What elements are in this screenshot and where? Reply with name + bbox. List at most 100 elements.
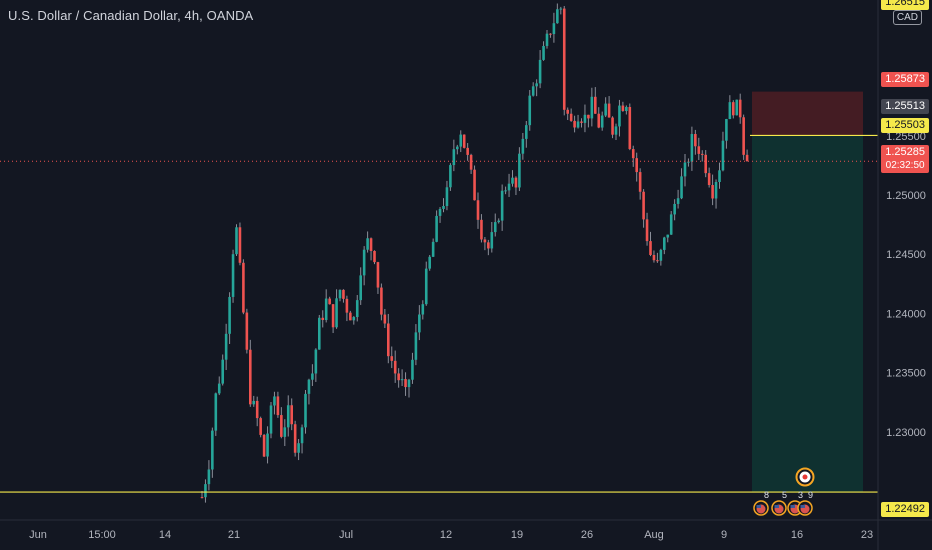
x-tick-label: 21 (228, 529, 240, 541)
candle-body (628, 107, 632, 150)
take-profit-zone[interactable] (752, 135, 863, 493)
candle-body (738, 99, 742, 118)
candle-body (473, 169, 476, 201)
candle-body (631, 149, 635, 159)
canada-event-badge[interactable] (795, 467, 815, 487)
candle-body (397, 373, 400, 381)
candle-body (531, 86, 535, 96)
event-badge[interactable]: 9 (797, 490, 813, 516)
candle-body (552, 23, 556, 35)
candle-body (211, 430, 214, 470)
candle-body (342, 289, 345, 299)
candle-body (373, 250, 376, 263)
x-tick-label: 19 (511, 529, 523, 541)
position-zones[interactable] (752, 91, 863, 493)
candle-body (252, 400, 256, 405)
candle-body (249, 349, 252, 405)
price-lines[interactable] (0, 134, 878, 493)
x-tick-label: 14 (159, 529, 171, 541)
x-tick-label: Aug (644, 529, 664, 541)
event-count-label: 3 (798, 490, 803, 500)
candle-body (335, 298, 338, 328)
chart-title: U.S. Dollar / Canadian Dollar, 4h, OANDA (8, 8, 254, 23)
candle-body (718, 170, 721, 183)
candle-body (204, 484, 207, 498)
candle-body (562, 8, 566, 110)
candle-body (583, 114, 587, 123)
candle-body (452, 149, 456, 166)
candle-body (242, 262, 245, 313)
candle-body (594, 96, 597, 114)
target-price-tag: 1.22492 (881, 502, 929, 517)
candle-body (311, 373, 314, 380)
stop-loss-zone[interactable] (752, 91, 863, 136)
event-badge[interactable]: 5 (771, 490, 787, 516)
current-price-value: 1.25285 (885, 146, 925, 158)
candle-body (569, 113, 573, 121)
candle-body (355, 300, 359, 318)
candle-body (673, 203, 676, 215)
top-price-tag: 1.26515 (881, 0, 929, 10)
candle-body (369, 238, 373, 251)
candle-body (511, 177, 514, 184)
candle-body (338, 289, 342, 299)
candle-body (280, 415, 283, 437)
y-tick-label: 1.25000 (886, 190, 926, 202)
candle-body (676, 198, 680, 204)
candle-body (411, 359, 414, 380)
candle-body (321, 317, 325, 320)
candle-body (428, 256, 431, 269)
candle-body (328, 298, 331, 305)
flag-canton (790, 505, 795, 508)
candle-body (307, 379, 311, 394)
candle-body (300, 427, 304, 444)
candle-body (711, 185, 714, 199)
candle-body (400, 379, 404, 381)
event-badge[interactable]: 8 (753, 490, 769, 516)
candle-body (487, 242, 490, 249)
currency-button[interactable]: CAD (892, 10, 922, 25)
candle-body (690, 134, 694, 162)
candle-body (556, 9, 559, 24)
candle-body (245, 312, 249, 350)
candle-body (359, 275, 362, 301)
candle-body (276, 396, 280, 416)
candle-body (442, 205, 445, 209)
candle-body (635, 158, 638, 173)
candle-body (238, 227, 242, 263)
candle-body (714, 182, 718, 199)
candle-body (362, 249, 366, 276)
candle-body (638, 172, 642, 192)
candle-body (542, 45, 545, 60)
stop-price-tag: 1.25873 (881, 72, 929, 87)
candle-body (459, 134, 463, 147)
candle-body (269, 405, 273, 434)
candle-body (445, 187, 449, 206)
candle-body (207, 469, 211, 485)
x-tick-label: Jul (339, 529, 353, 541)
candle-body (435, 215, 438, 242)
y-tick-label: 1.24500 (886, 249, 926, 261)
candle-body (721, 140, 725, 171)
candle-body (497, 220, 500, 223)
flag-canton (774, 505, 779, 508)
candle-body (518, 153, 521, 188)
candle-body (345, 298, 349, 313)
candle-body (462, 134, 466, 148)
candle-body (507, 183, 511, 191)
candle-body (255, 400, 259, 419)
candle-body (742, 117, 745, 155)
candle-body (621, 105, 625, 111)
event-count-label: 9 (808, 490, 813, 500)
candle-body (331, 304, 335, 328)
candle-body (604, 103, 607, 116)
candle-body (514, 177, 518, 188)
x-tick-label: 9 (721, 529, 727, 541)
candle-body (697, 146, 701, 154)
candle-body (290, 405, 293, 425)
y-tick-label: 1.24000 (886, 308, 926, 320)
y-tick-label: 1.25500 (886, 131, 926, 143)
x-tick-label: 15:00 (88, 529, 116, 541)
